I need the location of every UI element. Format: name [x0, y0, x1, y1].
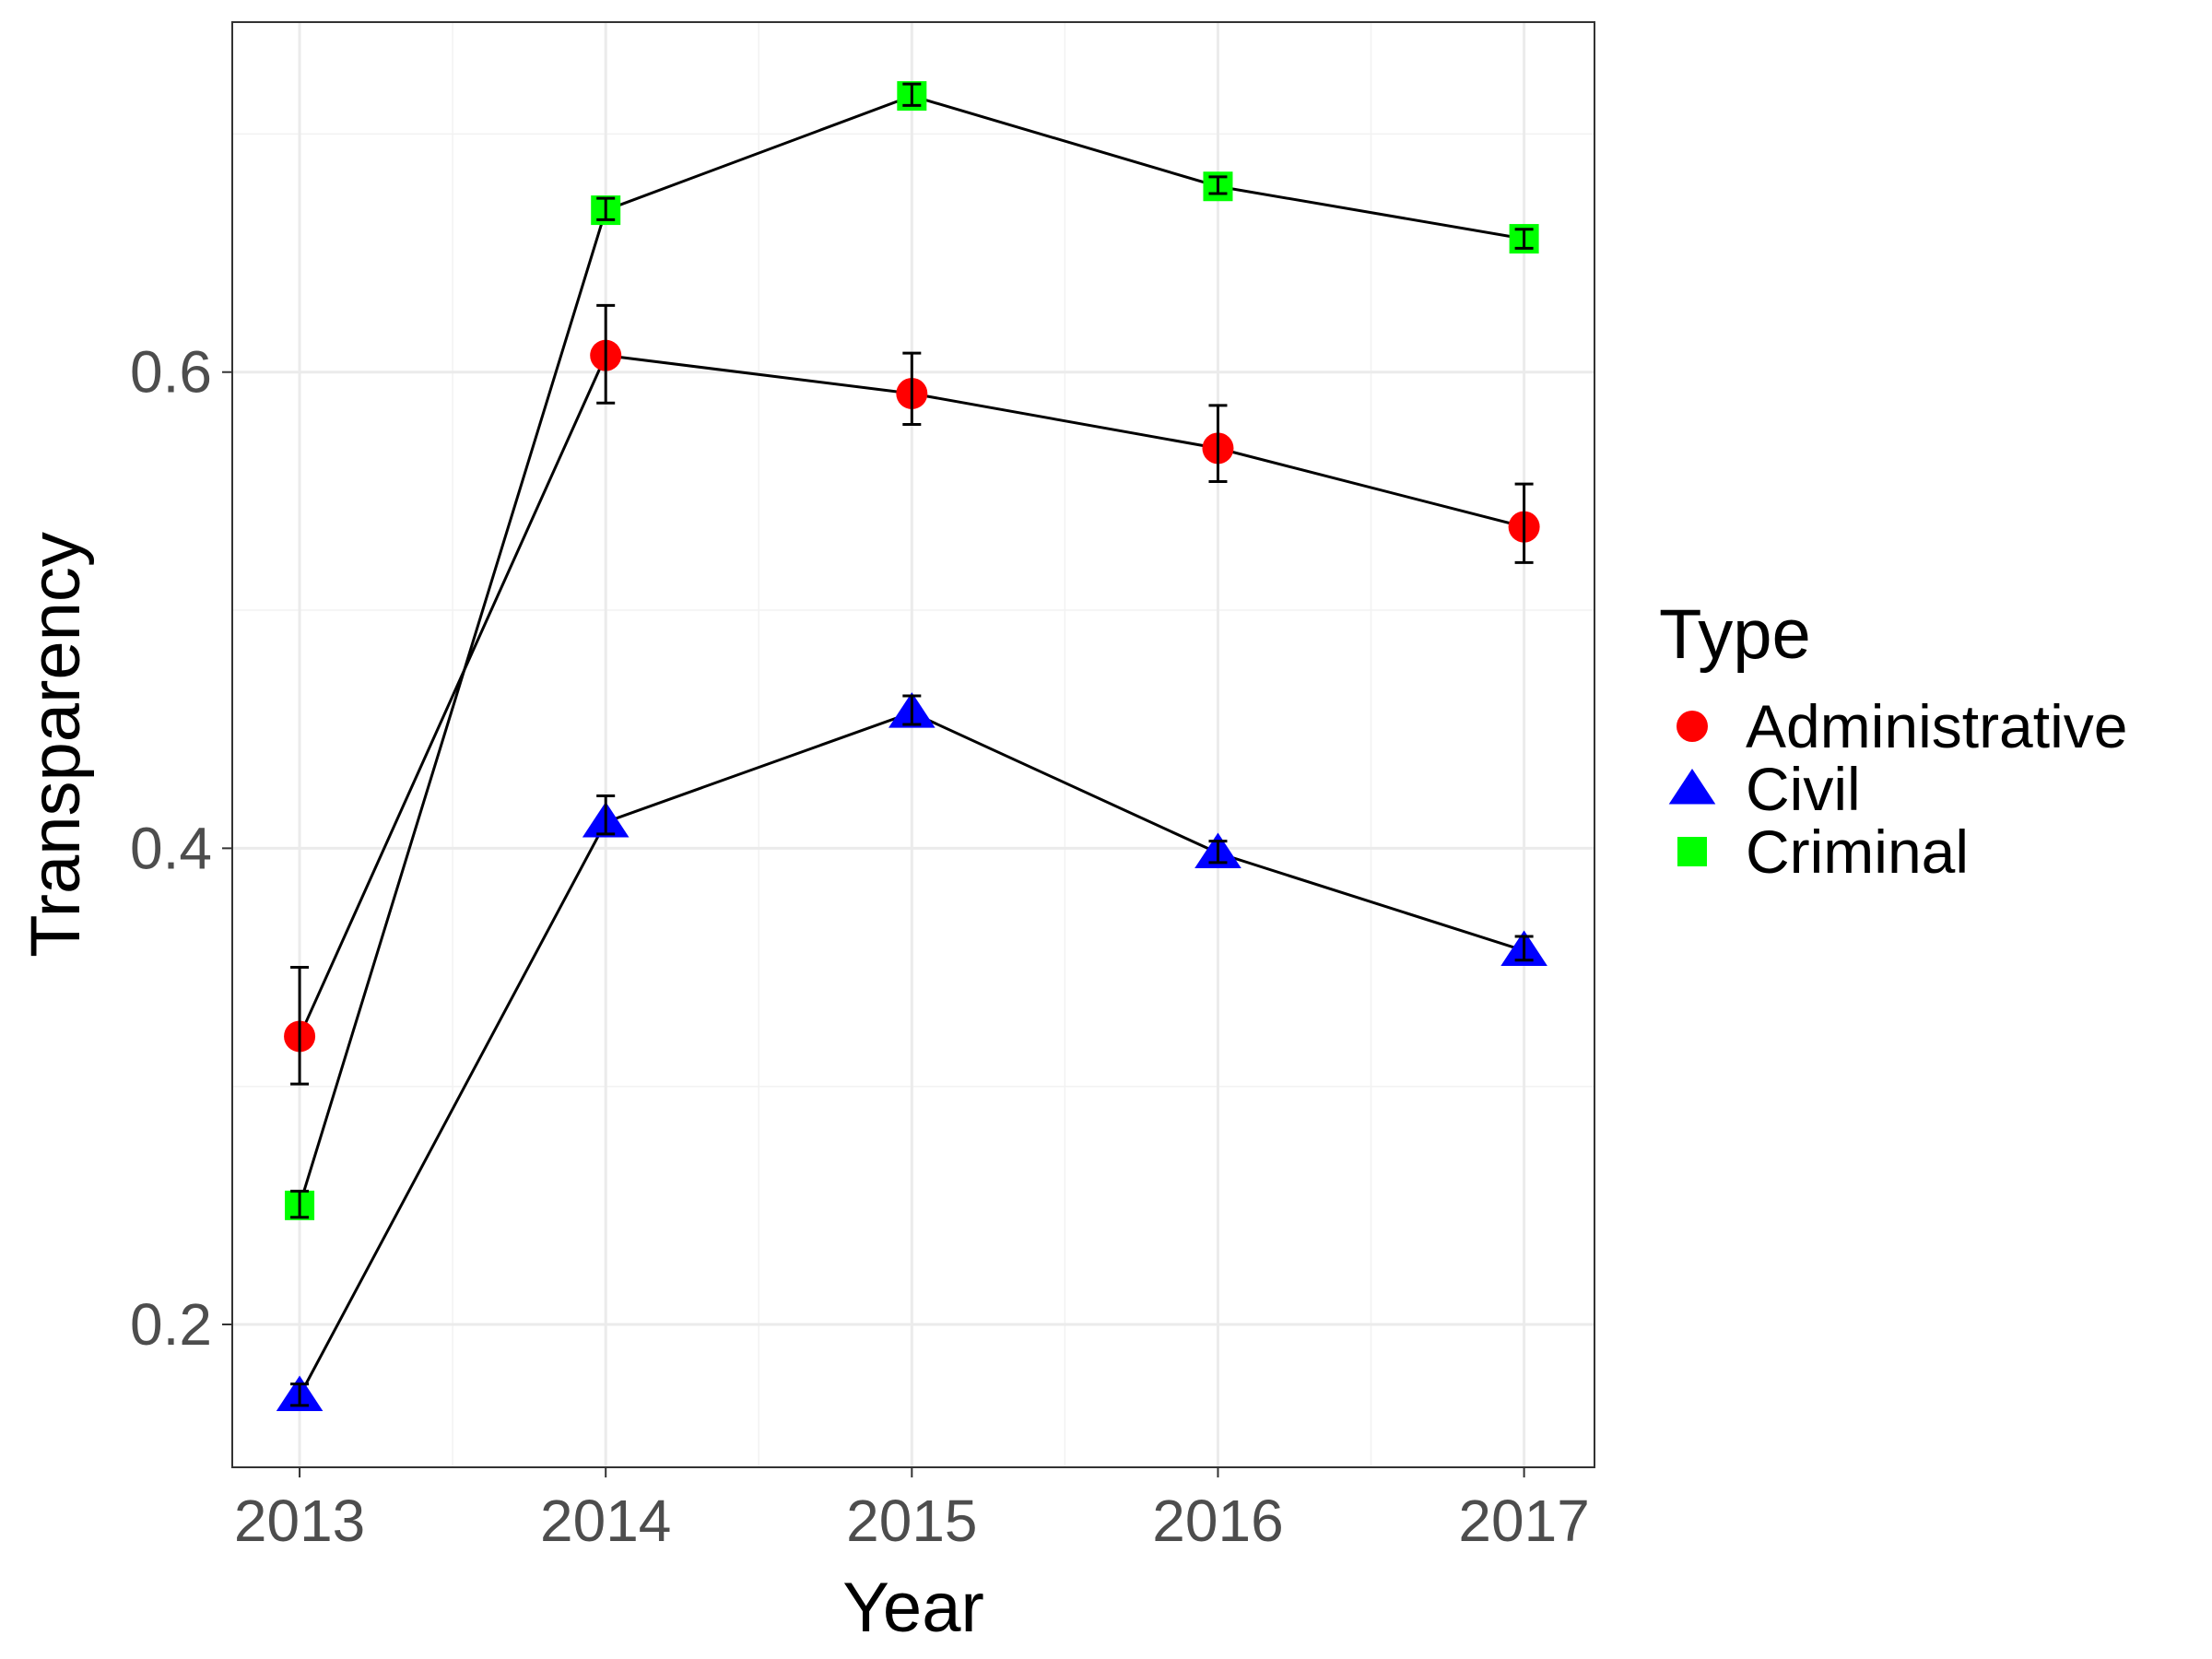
- grid-minor: [232, 22, 1594, 1467]
- error-bar-civil: [1514, 935, 1534, 962]
- y-axis-ticks: 0.2 0.4 0.6: [130, 339, 232, 1358]
- error-bar-criminal: [902, 82, 922, 107]
- error-bar-administrative: [902, 351, 922, 427]
- error-bar-criminal: [1514, 228, 1534, 250]
- legend-key-civil: [1668, 769, 1716, 805]
- legend-item-civil: Civil: [1668, 755, 1861, 823]
- legend-label: Civil: [1746, 755, 1861, 823]
- y-axis-title: Transparency: [17, 532, 95, 958]
- error-bars: [290, 82, 1534, 1407]
- error-bar-administrative: [596, 303, 616, 405]
- error-bar-civil: [290, 1382, 310, 1407]
- error-bar-criminal: [290, 1189, 310, 1219]
- legend-key-criminal: [1677, 837, 1707, 866]
- legend-label: Administrative: [1746, 692, 2127, 760]
- plot-panel: [232, 22, 1594, 1467]
- y-tick-label: 0.6: [130, 339, 212, 406]
- x-tick-label: 2013: [234, 1488, 365, 1554]
- y-tick-label: 0.2: [130, 1291, 212, 1358]
- legend-item-criminal: Criminal: [1677, 818, 1969, 886]
- plot-border: [231, 21, 1595, 1468]
- y-tick-label: 0.4: [130, 815, 212, 881]
- x-axis-title: Year: [842, 1569, 984, 1647]
- error-bar-criminal: [596, 196, 616, 221]
- x-tick-label: 2014: [540, 1488, 671, 1554]
- error-bar-civil: [596, 794, 616, 836]
- x-tick-label: 2016: [1152, 1488, 1283, 1554]
- legend-title: Type: [1659, 595, 1811, 674]
- error-bar-administrative: [290, 966, 310, 1086]
- error-bar-administrative: [1208, 404, 1228, 484]
- x-axis-ticks: 2013 2014 2015 2016 2017: [234, 1467, 1590, 1554]
- legend-key-administrative: [1677, 711, 1708, 742]
- error-bar-civil: [902, 694, 922, 726]
- error-bar-civil: [1208, 840, 1228, 865]
- grid-major: [232, 22, 1594, 1467]
- x-tick-label: 2015: [846, 1488, 977, 1554]
- error-bar-criminal: [1208, 175, 1228, 195]
- error-bar-administrative: [1514, 482, 1534, 564]
- x-tick-label: 2017: [1458, 1488, 1589, 1554]
- legend-label: Criminal: [1746, 818, 1969, 886]
- legend-item-administrative: Administrative: [1677, 692, 2127, 760]
